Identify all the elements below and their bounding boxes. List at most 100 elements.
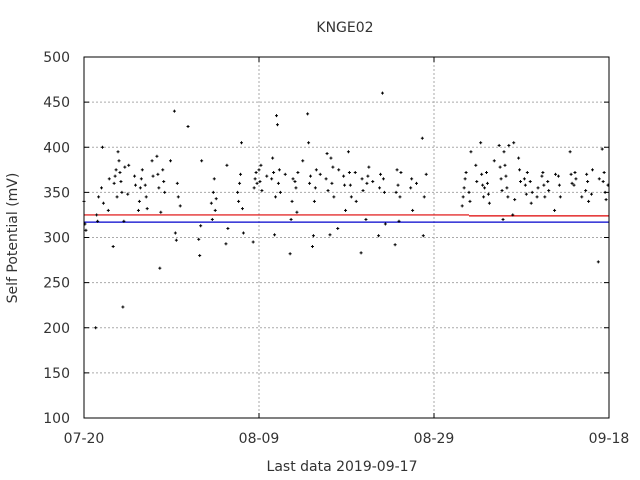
- data-point: [174, 238, 178, 242]
- data-point: [144, 195, 148, 199]
- data-point: [558, 195, 562, 199]
- data-point: [214, 197, 218, 201]
- data-point: [116, 150, 120, 154]
- data-point: [293, 180, 297, 184]
- data-point: [349, 195, 353, 199]
- data-point: [377, 234, 381, 238]
- y-tick-label: 250: [43, 276, 70, 292]
- y-axis-ticks: 100 150 200 250 300 350 400 450 500: [43, 50, 609, 427]
- data-point: [569, 172, 573, 176]
- data-point: [587, 199, 591, 203]
- data-point: [237, 199, 241, 203]
- data-point: [590, 192, 593, 196]
- data-point: [474, 163, 478, 167]
- data-point: [600, 147, 604, 151]
- data-point: [585, 172, 589, 176]
- data-point: [255, 181, 259, 185]
- data-point: [383, 222, 387, 226]
- data-point: [336, 226, 340, 230]
- data-point: [331, 165, 335, 169]
- data-point: [136, 208, 140, 212]
- data-point: [115, 195, 119, 199]
- data-point: [475, 180, 479, 184]
- y-tick-label: 100: [43, 411, 70, 427]
- data-point: [367, 165, 371, 169]
- data-point: [381, 177, 385, 181]
- data-point: [461, 195, 465, 199]
- data-point: [265, 174, 269, 178]
- data-point: [145, 207, 149, 211]
- data-point: [122, 219, 126, 223]
- data-point: [225, 163, 229, 167]
- data-point: [159, 210, 163, 214]
- data-point: [525, 171, 529, 175]
- data-point: [469, 150, 473, 154]
- data-point: [329, 156, 333, 160]
- data-point: [210, 217, 214, 221]
- data-point: [540, 174, 544, 178]
- data-point: [394, 190, 398, 194]
- data-point: [138, 186, 142, 190]
- data-point: [602, 171, 606, 175]
- data-point: [139, 177, 143, 181]
- y-tick-label: 400: [43, 140, 70, 156]
- data-point: [361, 189, 365, 193]
- data-point: [211, 190, 215, 194]
- data-point: [365, 181, 369, 185]
- data-point: [253, 177, 257, 181]
- data-point: [410, 177, 414, 181]
- data-point: [240, 141, 243, 145]
- data-point: [172, 109, 176, 113]
- data-point: [107, 177, 111, 181]
- data-point: [296, 171, 300, 175]
- data-point: [397, 219, 401, 223]
- data-point: [114, 168, 118, 172]
- data-point: [523, 183, 527, 187]
- data-point: [119, 180, 123, 184]
- data-point: [277, 168, 281, 172]
- data-point: [308, 181, 312, 185]
- data-point: [399, 171, 403, 175]
- data-point: [156, 172, 160, 176]
- data-point: [200, 159, 204, 163]
- data-point: [584, 189, 588, 193]
- data-point: [140, 168, 144, 172]
- data-point: [604, 198, 608, 202]
- x-tick-label: 07-20: [64, 431, 105, 447]
- data-point: [480, 172, 484, 176]
- data-point: [483, 186, 487, 190]
- data-point: [258, 180, 262, 184]
- data-point: [501, 217, 505, 221]
- data-points: [82, 91, 610, 330]
- data-point: [360, 177, 364, 181]
- data-point: [236, 190, 240, 194]
- data-point: [422, 195, 426, 199]
- data-point: [260, 189, 264, 193]
- data-point: [347, 171, 351, 175]
- data-point: [96, 219, 100, 223]
- grid-lines: [84, 57, 609, 418]
- data-point: [481, 183, 485, 187]
- data-point: [295, 210, 299, 214]
- y-axis-label: Self Potential (mV): [5, 173, 21, 304]
- data-point: [573, 171, 577, 175]
- data-point: [572, 183, 576, 187]
- data-point: [101, 201, 105, 205]
- data-point: [294, 186, 298, 190]
- data-point: [252, 186, 256, 190]
- data-point: [557, 183, 561, 187]
- data-point: [271, 156, 275, 160]
- data-point: [499, 177, 503, 181]
- data-point: [507, 143, 511, 147]
- data-point: [411, 208, 415, 212]
- data-point: [535, 195, 539, 199]
- data-point: [513, 198, 517, 202]
- y-tick-label: 450: [43, 95, 70, 111]
- data-point: [143, 183, 147, 187]
- data-point: [378, 186, 382, 190]
- data-point: [312, 199, 316, 203]
- data-point: [482, 195, 486, 199]
- data-point: [524, 192, 528, 196]
- data-point: [511, 213, 515, 217]
